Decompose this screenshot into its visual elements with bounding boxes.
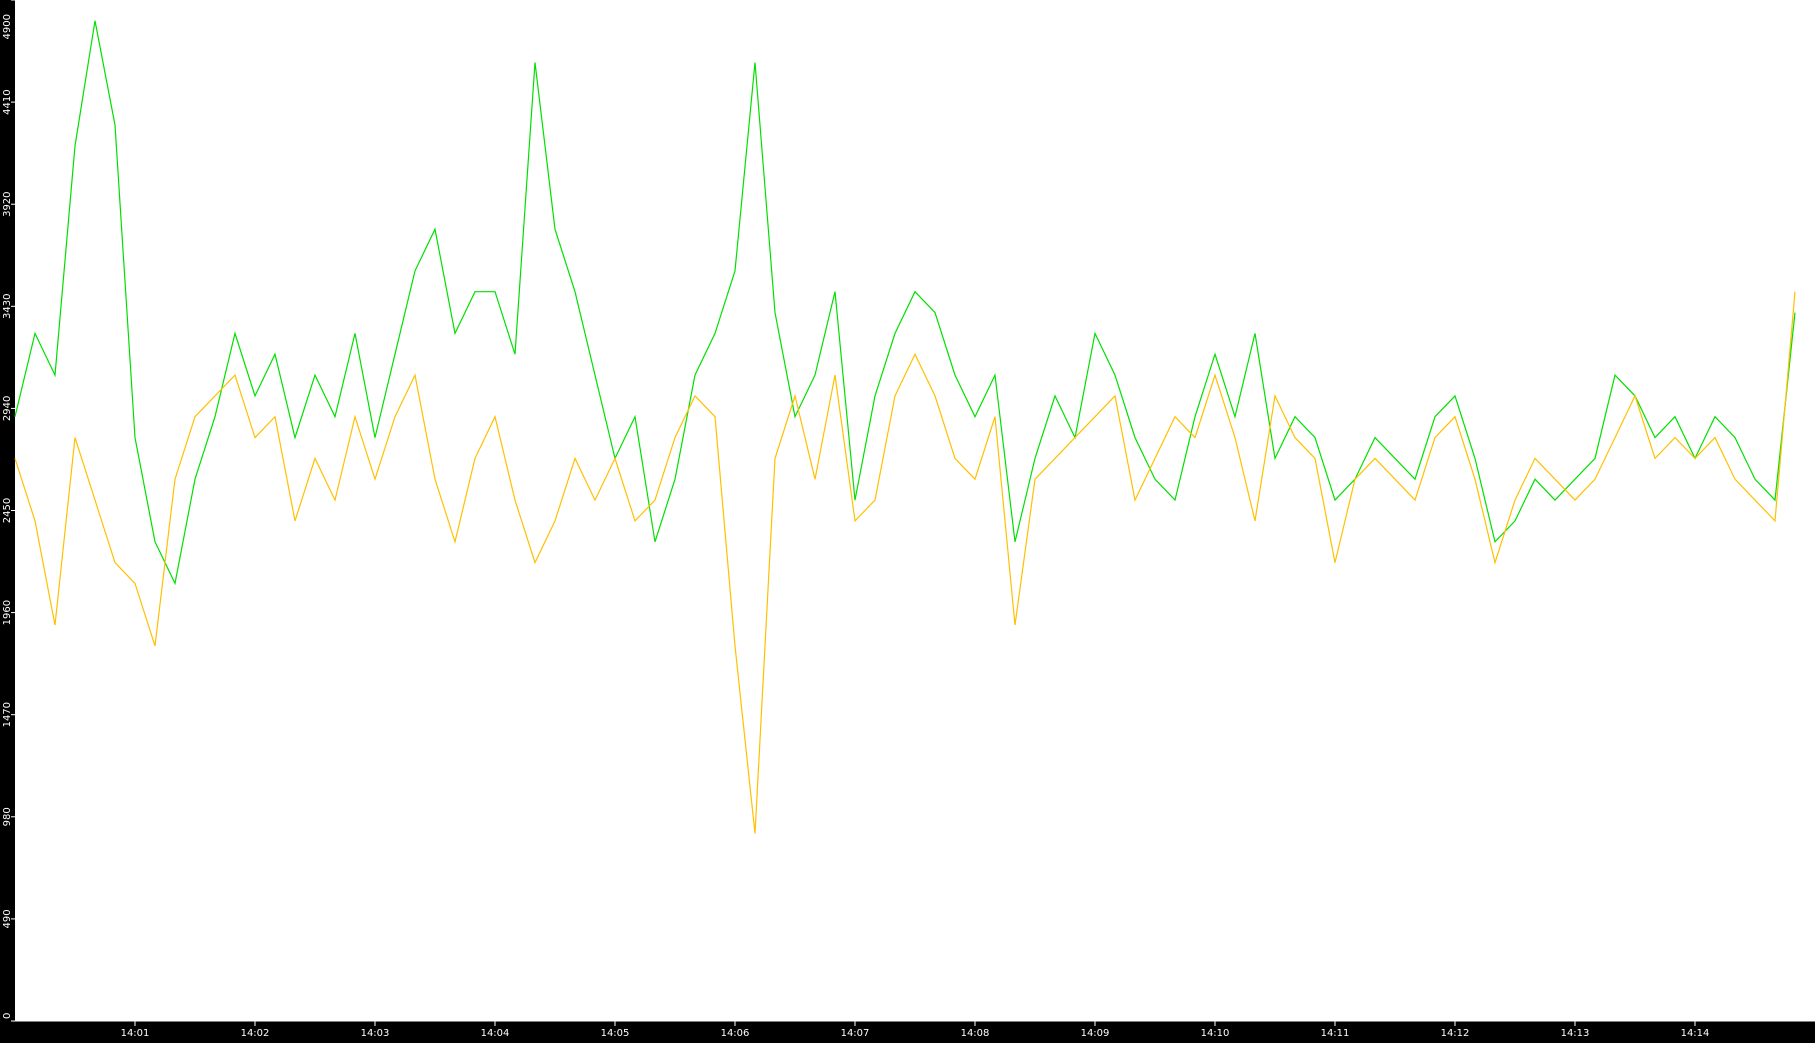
y-tick-label: 0 [2, 1013, 13, 1019]
y-tick-label: 1960 [2, 600, 13, 625]
x-tick-label: 14:09 [1081, 1028, 1110, 1039]
x-tick-label: 14:04 [481, 1028, 510, 1039]
x-tick-label: 14:14 [1681, 1028, 1710, 1039]
x-tick-label: 14:01 [121, 1028, 150, 1039]
x-tick-label: 14:06 [721, 1028, 750, 1039]
y-tick-label: 4410 [2, 89, 13, 114]
x-tick-label: 14:13 [1561, 1028, 1590, 1039]
y-tick-label: 490 [2, 909, 13, 928]
x-tick-label: 14:11 [1321, 1028, 1350, 1039]
y-tick-label: 4900 [2, 14, 13, 39]
y-tick-label: 3920 [2, 191, 13, 216]
x-tick-label: 14:02 [241, 1028, 270, 1039]
x-tick-label: 14:05 [601, 1028, 630, 1039]
x-tick-label: 14:08 [961, 1028, 990, 1039]
series-line-0 [14, 20, 1796, 586]
x-tick-label: 14:12 [1441, 1028, 1470, 1039]
y-tick-label: 980 [2, 807, 13, 826]
series-layer [14, 20, 1796, 834]
y-axis: 0 490 980 1470 1960 2450 2940 3430 3920 4410 4900 [2, 0, 15, 1022]
x-axis: 14:01 14:02 14:03 14:04 14:05 14:06 14:07 14:08… [121, 1021, 1710, 1039]
y-tick-label: 2450 [2, 498, 13, 523]
x-tick-label: 14:10 [1201, 1028, 1230, 1039]
x-tick-label: 14:03 [361, 1028, 390, 1039]
y-tick-label: 1470 [2, 702, 13, 727]
x-tick-label: 14:07 [841, 1028, 870, 1039]
y-tick-label: 2940 [2, 396, 13, 421]
series-line-1 [14, 291, 1796, 834]
y-tick-label: 3430 [2, 294, 13, 319]
plot-area [15, 0, 1815, 1021]
